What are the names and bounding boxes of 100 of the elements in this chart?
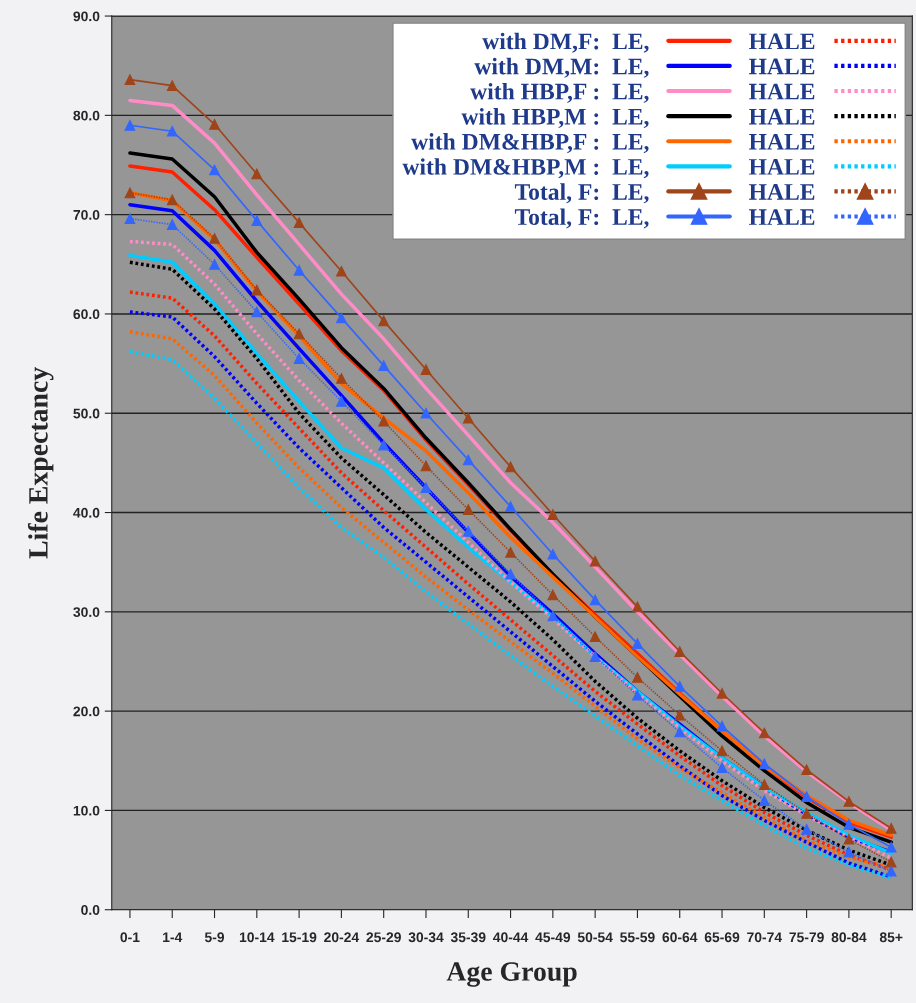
point xyxy=(716,762,728,774)
point xyxy=(632,638,643,649)
x-tick-label: 25-29 xyxy=(366,932,401,943)
x-tick-label: 60-64 xyxy=(662,932,698,943)
point xyxy=(462,526,474,537)
point xyxy=(674,646,686,657)
point xyxy=(293,328,305,340)
point xyxy=(124,74,136,85)
point xyxy=(462,412,474,424)
point xyxy=(293,353,305,364)
point xyxy=(801,791,812,802)
x-tick-label: 10-14 xyxy=(239,932,275,943)
x-tick-label: 65-69 xyxy=(704,932,740,943)
y-tick-label: 90.0 xyxy=(73,11,100,22)
x-tick-label: 15-19 xyxy=(282,932,317,943)
point xyxy=(885,865,897,877)
point xyxy=(209,118,220,130)
point xyxy=(505,568,516,580)
y-tick-label: 80.0 xyxy=(73,110,100,121)
x-tick-label: 20-24 xyxy=(324,932,360,943)
legend-label: HALE xyxy=(749,33,815,50)
point xyxy=(758,795,770,806)
point xyxy=(124,119,136,131)
point xyxy=(251,306,263,318)
x-tick-label: 45-49 xyxy=(535,932,571,943)
point xyxy=(166,194,178,206)
point xyxy=(378,415,390,427)
point xyxy=(462,454,474,466)
point xyxy=(589,594,601,606)
point xyxy=(716,720,728,732)
point xyxy=(166,219,178,230)
point xyxy=(378,439,390,451)
y-tick-label: 60.0 xyxy=(73,309,100,320)
legend-label: with HBP,F : LE, xyxy=(470,82,649,103)
legend-label: HALE xyxy=(749,133,815,150)
point xyxy=(716,745,728,757)
point xyxy=(166,80,178,91)
point xyxy=(124,187,136,199)
point xyxy=(589,555,601,567)
point xyxy=(885,822,897,834)
point xyxy=(420,482,432,494)
point xyxy=(505,461,516,473)
point xyxy=(336,265,347,277)
legend-label: HALE xyxy=(749,58,815,75)
point xyxy=(632,671,643,683)
point xyxy=(547,509,559,520)
point xyxy=(505,501,516,512)
y-tick-label: 40.0 xyxy=(73,507,100,518)
x-tick-label: 50-54 xyxy=(577,932,613,943)
x-tick-label: 70-74 xyxy=(747,932,782,943)
point xyxy=(843,796,855,807)
point xyxy=(251,284,263,296)
point xyxy=(758,779,770,790)
y-tick-label: 0.0 xyxy=(81,905,100,915)
point xyxy=(209,258,220,270)
x-tick-label: 0-1 xyxy=(120,932,140,943)
point xyxy=(674,680,686,692)
point xyxy=(801,808,812,819)
point xyxy=(758,727,770,739)
y-axis-title: Life Expectancy xyxy=(27,367,54,559)
x-tick-label: 80-84 xyxy=(831,932,867,943)
point xyxy=(462,504,474,515)
point xyxy=(420,364,432,375)
point xyxy=(420,407,432,419)
point xyxy=(674,726,686,738)
point xyxy=(843,833,855,845)
legend-label: with DM,F: LE, xyxy=(482,32,649,53)
point xyxy=(505,546,516,558)
point xyxy=(547,548,559,560)
x-tick-label: 30-34 xyxy=(408,932,444,943)
legend-label: with DM&HBP,M : LE, xyxy=(402,158,649,179)
point xyxy=(632,601,643,613)
point xyxy=(420,460,432,472)
legend-label: with DM,M: LE, xyxy=(474,57,649,78)
point xyxy=(378,360,390,371)
point xyxy=(336,395,347,407)
point xyxy=(589,651,601,662)
legend-label: HALE xyxy=(749,159,815,175)
x-tick-label: 55-59 xyxy=(620,932,655,943)
point xyxy=(336,312,347,324)
x-tick-label: 35-39 xyxy=(450,932,486,943)
point xyxy=(716,687,728,699)
x-tick-label: 1-4 xyxy=(163,932,183,943)
legend-label: HALE xyxy=(749,83,815,100)
y-tick-label: 20.0 xyxy=(73,706,100,717)
point xyxy=(801,764,812,776)
x-tick-label: 5-9 xyxy=(204,932,225,943)
point xyxy=(632,689,643,701)
y-tick-label: 30.0 xyxy=(73,607,100,618)
legend-label: Total, F: LE, xyxy=(514,208,649,229)
point xyxy=(293,217,305,228)
point xyxy=(251,168,263,180)
legend-label: with DM&HBP,F : LE, xyxy=(411,133,649,154)
point xyxy=(124,213,136,224)
legend-label: HALE xyxy=(749,209,815,225)
point xyxy=(378,315,390,327)
point xyxy=(758,758,770,770)
point xyxy=(209,233,220,244)
point xyxy=(547,589,559,601)
legend-label: Total, F: LE, xyxy=(514,183,649,204)
